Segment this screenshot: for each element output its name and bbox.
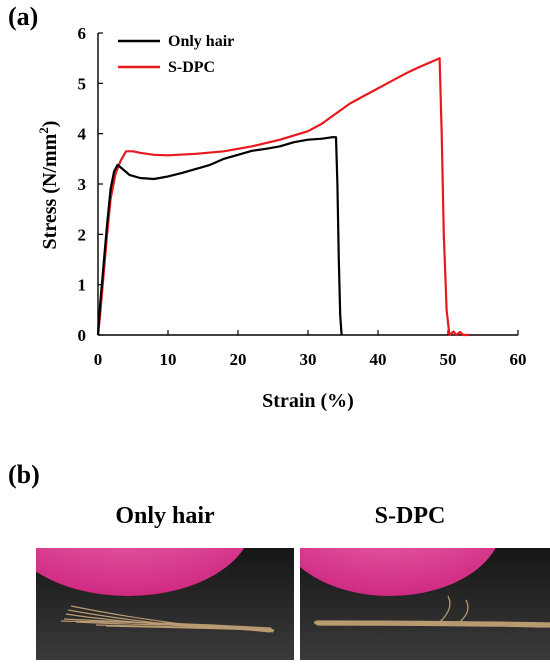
x-tick-labels: 0 10 20 30 40 50 60 [94,350,527,369]
y-tick-label: 5 [78,74,87,93]
photo-s-dpc [300,548,550,660]
y-tick-label: 2 [78,225,87,244]
y-tick-labels: 0 1 2 3 4 5 6 [78,24,87,345]
x-tick-label: 40 [370,350,387,369]
y-axis-label-text: Stress (N/mm [39,133,61,249]
y-axis-label: Stress (N/mm2) [36,121,61,250]
balloon-image [300,548,496,596]
legend-label-only-hair: Only hair [168,33,234,50]
photo-title-only-hair: Only hair [115,503,215,529]
x-tick-label: 0 [94,350,103,369]
y-tick-label: 4 [78,125,87,144]
y-axis-label-close: ) [39,121,61,128]
x-tick-label: 60 [510,350,527,369]
y-tick-label: 1 [78,276,87,295]
hair-strand-image [60,605,275,633]
balloon-image [36,548,245,596]
y-tick-label: 6 [78,24,87,43]
series-line-only-hair [96,136,343,336]
stress-strain-chart: 0 1 2 3 4 5 6 0 10 20 30 40 50 60 Only hair S-DPC Str… [36,24,527,412]
panel-label-b: (b) [8,460,40,489]
photo-title-s-dpc: S-DPC [374,503,446,529]
hair-strand-image [313,595,550,628]
x-tick-label: 10 [160,350,177,369]
y-axis-label-superscript: 2 [36,127,51,134]
y-tick-label: 3 [78,175,87,194]
chart-legend: Only hair S-DPC [118,33,234,76]
legend-label-s-dpc: S-DPC [168,59,215,76]
chart-series [96,57,469,337]
x-tick-label: 30 [300,350,317,369]
series-line-s-dpc [96,57,469,337]
chart-axes [97,32,519,336]
y-tick-label: 0 [78,326,87,345]
panel-label-a: (a) [8,2,39,31]
photo-only-hair [36,548,294,660]
x-tick-label: 50 [440,350,457,369]
x-axis-label: Strain (%) [262,390,354,412]
x-tick-label: 20 [230,350,247,369]
